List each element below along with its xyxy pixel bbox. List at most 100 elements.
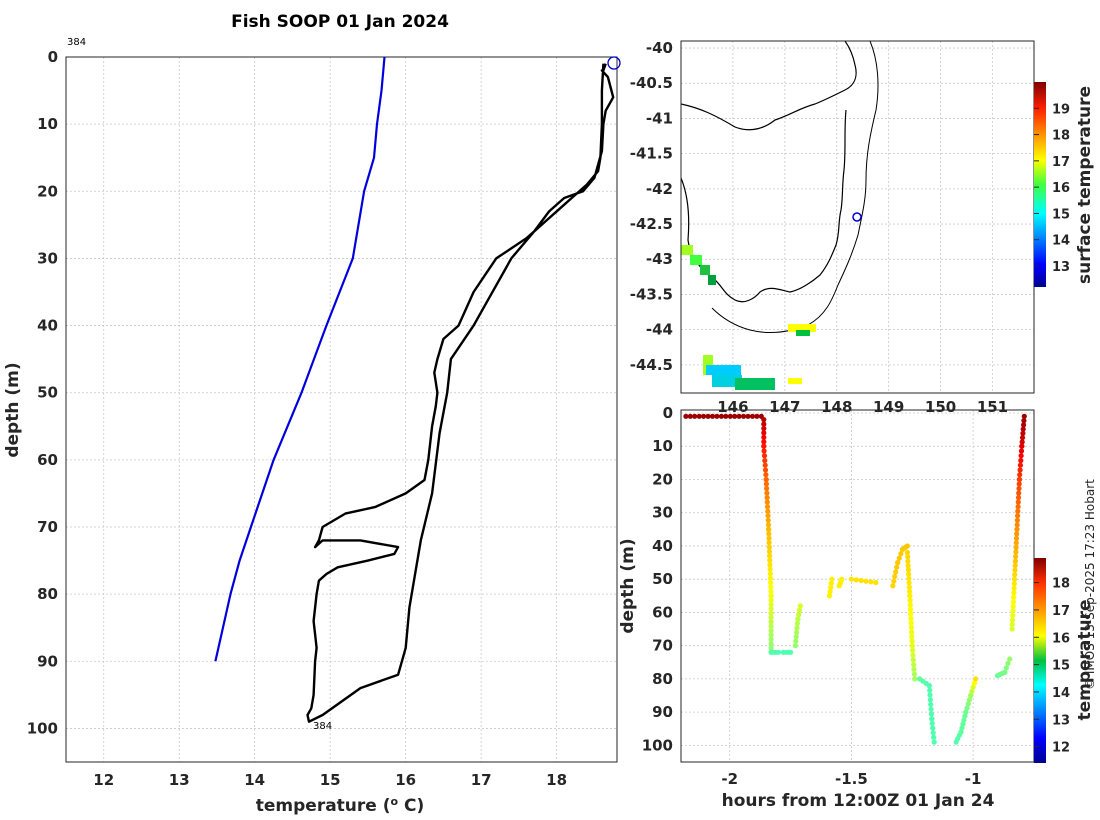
timeseries-point — [762, 457, 768, 464]
timeseries-point — [908, 624, 915, 631]
timeseries-point — [1012, 558, 1019, 564]
timeseries-point — [764, 499, 770, 505]
timeseries-point — [761, 434, 767, 440]
timeseries-point — [891, 578, 897, 584]
timeseries-point — [763, 481, 770, 487]
timeseries-point — [762, 467, 769, 473]
map-lon-tick: 151 — [977, 398, 1008, 416]
timeseries-point — [907, 593, 913, 599]
timeseries-point — [1017, 462, 1024, 468]
timeseries-point — [696, 413, 702, 419]
timeseries-point — [736, 413, 742, 419]
profile-x-label-start: temperature ( — [256, 796, 391, 816]
timeseries-point — [796, 607, 803, 613]
timeseries-point — [766, 531, 772, 537]
map-lon-tick: 148 — [821, 398, 852, 416]
timeseries-point — [910, 652, 916, 658]
timeseries-point — [1015, 495, 1022, 501]
timeseries-point — [766, 540, 772, 546]
timeseries-point — [767, 562, 773, 568]
timeseries-point — [723, 413, 729, 419]
timeseries-point — [911, 662, 917, 668]
profile-y-tick: 50 — [37, 384, 58, 402]
timeseries-colorbar-ticks: 12 13 14 15 16 17 18 — [1034, 577, 1070, 756]
timeseries-point — [1017, 472, 1023, 478]
profile-annotation-top: 384 — [67, 37, 86, 48]
timeseries-point — [768, 619, 774, 625]
timeseries-point — [911, 666, 917, 673]
timeseries-point — [705, 413, 711, 419]
timeseries-point — [863, 578, 869, 584]
profile-axes-box — [65, 56, 618, 763]
timeseries-point — [1021, 413, 1027, 419]
timeseries-point — [1014, 522, 1020, 528]
map-colorbar-tick: 15 — [1052, 207, 1070, 222]
timeseries-point — [930, 730, 936, 736]
timeseries-point — [904, 550, 911, 556]
profile-x-tick: 16 — [395, 771, 416, 789]
timeseries-point — [965, 701, 971, 707]
profile-y-tick: 20 — [37, 182, 58, 200]
timeseries-point — [908, 615, 914, 622]
profile-x-label-end: C) — [398, 796, 424, 816]
timeseries-colorbar-tick: 16 — [1052, 631, 1070, 646]
timeseries-point — [767, 566, 773, 572]
timeseries-colorbar-tick: 18 — [1052, 577, 1070, 592]
map-lon-tick: 147 — [769, 398, 800, 416]
timeseries-point — [1010, 603, 1016, 610]
profile-x-tick: 13 — [169, 771, 190, 789]
timeseries-point — [768, 641, 774, 647]
timeseries-point — [1007, 656, 1013, 662]
map-colorbar-tick: 19 — [1052, 102, 1070, 117]
timeseries-point — [928, 701, 934, 708]
timeseries-point — [754, 413, 760, 419]
timeseries-point — [910, 657, 916, 663]
timeseries-point — [795, 616, 801, 622]
timeseries-point — [890, 583, 896, 589]
timeseries-point — [909, 643, 915, 649]
map-colorbar-tick: 16 — [1052, 181, 1070, 196]
timeseries-point — [765, 508, 771, 514]
profile-location-marker — [607, 56, 621, 70]
map-lon-tick: 150 — [925, 398, 956, 416]
timeseries-point — [907, 588, 913, 595]
timeseries-point — [839, 576, 845, 582]
profile-ticks: 12 13 14 15 16 17 18 0 10 20 30 40 50 60 70 80 90 100 — [27, 48, 567, 789]
profile-y-tick: 10 — [37, 115, 58, 133]
timeseries-grid — [681, 410, 1034, 762]
timeseries-y-tick: 0 — [663, 404, 673, 422]
timeseries-point — [893, 569, 899, 575]
timeseries-point — [1013, 535, 1020, 542]
map-colorbar-label: surface temperature — [1075, 86, 1095, 284]
timeseries-point — [768, 597, 774, 603]
timeseries-point — [1011, 581, 1017, 587]
timeseries-point — [828, 580, 834, 586]
map-content — [681, 41, 879, 390]
timeseries-colorbar-tick: 14 — [1052, 686, 1070, 701]
timeseries-point — [929, 716, 935, 722]
timeseries-point — [827, 589, 833, 595]
profile-y-tick: 40 — [37, 317, 58, 335]
timeseries-point — [928, 706, 934, 712]
timeseries-points — [683, 413, 1027, 745]
profile-grid — [66, 56, 617, 762]
timeseries-point — [1020, 426, 1026, 432]
timeseries-point — [962, 713, 968, 719]
profile-series-climatology — [214, 56, 386, 662]
timeseries-point — [796, 612, 802, 618]
timeseries-point — [1019, 439, 1025, 445]
timeseries-point — [1014, 531, 1020, 537]
timeseries-point — [1019, 435, 1026, 441]
timeseries-point — [1013, 540, 1019, 546]
timeseries-point — [1014, 526, 1020, 532]
timeseries-point — [761, 439, 767, 445]
timeseries-y-tick: 50 — [652, 570, 673, 588]
timeseries-colorbar — [1034, 558, 1046, 763]
timeseries-point — [894, 564, 900, 570]
map-lon-tick: 149 — [873, 398, 904, 416]
map-colorbar-tick: 14 — [1052, 234, 1070, 249]
profile-y-tick: 90 — [37, 652, 58, 670]
map-lat-tick: -42.5 — [630, 215, 673, 233]
map-colorbar-ticks: 13 14 15 16 17 18 19 — [1034, 102, 1070, 275]
timeseries-point — [931, 734, 937, 741]
